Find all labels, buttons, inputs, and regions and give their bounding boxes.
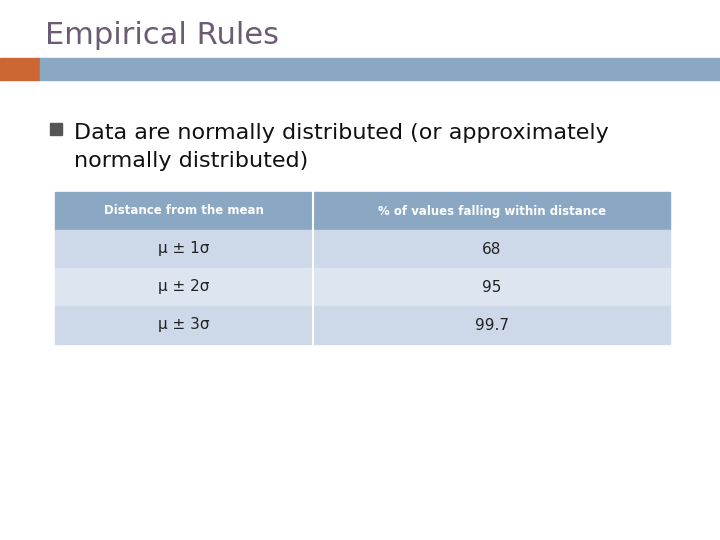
Bar [55, 230, 670, 268]
Text: % of values falling within distance: % of values falling within distance [377, 205, 606, 218]
Text: μ ± 1σ: μ ± 1σ [158, 241, 210, 256]
Text: Distance from the mean: Distance from the mean [104, 205, 264, 218]
Bar [55, 268, 670, 306]
Text: Empirical Rules: Empirical Rules [45, 21, 279, 50]
Text: 95: 95 [482, 280, 501, 294]
Text: normally distributed): normally distributed) [74, 151, 308, 171]
Text: μ ± 3σ: μ ± 3σ [158, 318, 210, 333]
Bar [55, 192, 670, 230]
Bar [55, 306, 670, 344]
Bar [40, 58, 720, 80]
Bar [50, 123, 62, 135]
Bar [0, 58, 40, 80]
Text: 68: 68 [482, 241, 501, 256]
Text: 99.7: 99.7 [474, 318, 508, 333]
Text: Data are normally distributed (or approximately: Data are normally distributed (or approx… [74, 123, 608, 143]
Text: μ ± 2σ: μ ± 2σ [158, 280, 210, 294]
